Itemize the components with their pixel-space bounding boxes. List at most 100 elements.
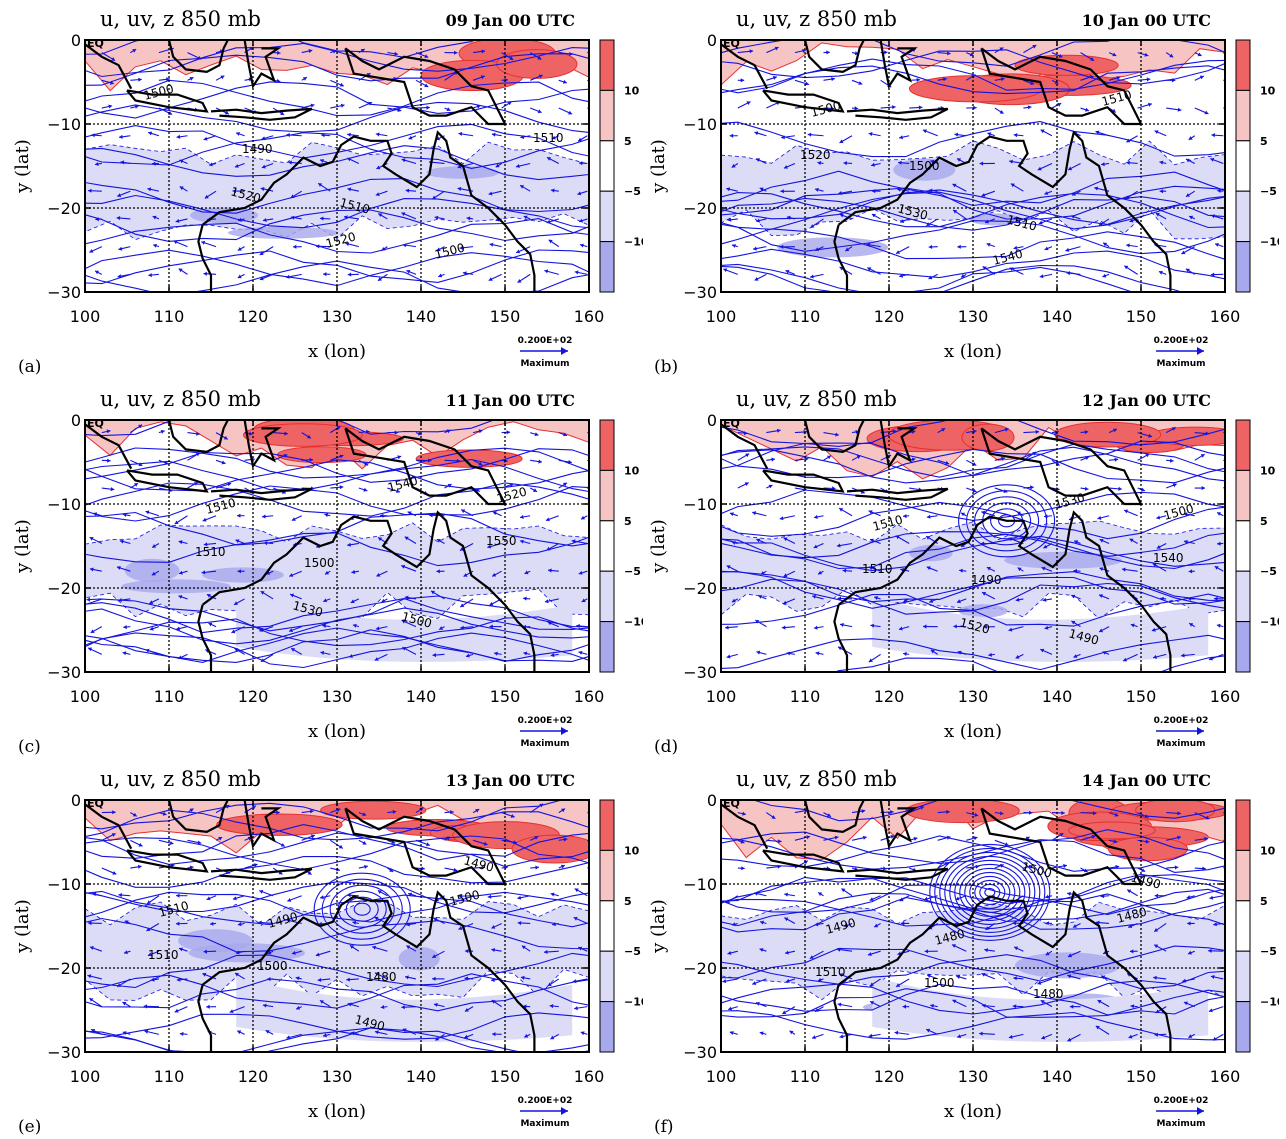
equator-label: EQ — [723, 37, 740, 50]
x-tick-label: 100 — [70, 1067, 101, 1086]
panel-title: u, uv, z 850 mb — [100, 767, 261, 791]
vector-reference-arrowhead — [561, 1107, 568, 1115]
colorbar-segment — [600, 622, 614, 672]
panel-letter: (a) — [18, 357, 41, 377]
y-tick-label: −20 — [683, 579, 717, 598]
x-tick-label: 130 — [958, 307, 989, 326]
x-tick-label: 140 — [1042, 1067, 1073, 1086]
x-tick-label: 150 — [490, 307, 521, 326]
x-tick-label: 150 — [1126, 1067, 1157, 1086]
vector-reference-arrowhead — [1197, 1107, 1204, 1115]
colorbar-label: −10 — [1260, 996, 1279, 1009]
y-tick-label: 0 — [71, 31, 81, 50]
contour-label: 1540 — [1153, 551, 1184, 565]
colorbar-segment — [1236, 90, 1250, 140]
negative-wind-core — [399, 947, 440, 971]
colorbar-segment — [600, 1002, 614, 1052]
x-tick-label: 110 — [790, 307, 821, 326]
contour-label: 1500 — [924, 976, 955, 990]
colorbar-label: 5 — [624, 515, 632, 528]
positive-wind-core — [906, 799, 1019, 823]
colorbar-segment — [600, 40, 614, 90]
x-tick-label: 140 — [406, 307, 437, 326]
x-tick-label: 100 — [70, 307, 101, 326]
colorbar-label: 5 — [624, 135, 632, 148]
colorbar-segment — [600, 141, 614, 191]
x-tick-label: 110 — [790, 1067, 821, 1086]
y-tick-label: −20 — [47, 579, 81, 598]
y-tick-label: −10 — [47, 115, 81, 134]
colorbar-segment — [600, 90, 614, 140]
colorbar-segment — [1236, 1002, 1250, 1052]
contour-label: 1510 — [148, 948, 179, 962]
x-tick-label: 140 — [406, 1067, 437, 1086]
contour-label: 1480 — [366, 970, 397, 984]
vector-reference-arrowhead — [561, 727, 568, 735]
contour-label: 1490 — [971, 573, 1002, 587]
colorbar-label: −10 — [1260, 236, 1279, 249]
x-tick-label: 160 — [1210, 307, 1241, 326]
x-axis-label: x (lon) — [308, 721, 366, 742]
x-tick-label: 120 — [874, 1067, 905, 1086]
x-tick-label: 150 — [1126, 687, 1157, 706]
panel-letter: (e) — [18, 1117, 41, 1137]
equator-label: EQ — [87, 417, 104, 430]
panel-letter: (b) — [654, 357, 678, 377]
x-tick-label: 120 — [238, 687, 269, 706]
contour-label: 1550 — [486, 534, 517, 548]
y-tick-label: 0 — [707, 411, 717, 430]
vector-reference-arrowhead — [1197, 727, 1204, 735]
y-axis-label: y (lat) — [648, 139, 669, 194]
x-axis-label: x (lon) — [944, 721, 1002, 742]
equator-label: EQ — [723, 797, 740, 810]
x-tick-label: 110 — [154, 687, 185, 706]
x-tick-label: 140 — [1042, 307, 1073, 326]
y-tick-label: −30 — [683, 663, 717, 682]
colorbar-segment — [1236, 242, 1250, 292]
x-tick-label: 160 — [1210, 1067, 1241, 1086]
x-tick-label: 130 — [322, 307, 353, 326]
colorbar-label: 10 — [1260, 844, 1276, 857]
y-tick-label: −30 — [47, 283, 81, 302]
vector-reference-value: 0.200E+02 — [518, 336, 573, 346]
x-tick-label: 160 — [574, 307, 605, 326]
panel-title: u, uv, z 850 mb — [736, 767, 897, 791]
contour-label: 1490 — [242, 142, 273, 156]
y-tick-label: −10 — [47, 495, 81, 514]
colorbar-segment — [600, 951, 614, 1001]
vector-reference-value: 0.200E+02 — [1154, 716, 1209, 726]
y-axis-label: y (lat) — [648, 899, 669, 954]
x-axis-label: x (lon) — [944, 1101, 1002, 1122]
colorbar-segment — [1236, 141, 1250, 191]
y-tick-label: −20 — [47, 199, 81, 218]
colorbar-label: 5 — [1260, 135, 1268, 148]
x-axis-label: x (lon) — [308, 1101, 366, 1122]
y-axis-label: y (lat) — [12, 899, 33, 954]
panel-title: u, uv, z 850 mb — [100, 7, 261, 31]
y-tick-label: 0 — [71, 791, 81, 810]
colorbar-segment — [1236, 420, 1250, 470]
contour-label: 1510 — [815, 965, 846, 979]
colorbar-segment — [600, 242, 614, 292]
negative-wind-core — [228, 227, 338, 239]
colorbar-segment — [1236, 901, 1250, 951]
y-tick-label: −20 — [683, 959, 717, 978]
y-axis-label: y (lat) — [12, 519, 33, 574]
colorbar-label: 5 — [624, 895, 632, 908]
colorbar-segment — [1236, 191, 1250, 241]
colorbar-segment — [1236, 40, 1250, 90]
x-tick-label: 100 — [706, 307, 737, 326]
equator-label: EQ — [87, 797, 104, 810]
colorbar-segment — [1236, 850, 1250, 900]
positive-wind-core — [217, 814, 342, 835]
x-tick-label: 100 — [706, 687, 737, 706]
